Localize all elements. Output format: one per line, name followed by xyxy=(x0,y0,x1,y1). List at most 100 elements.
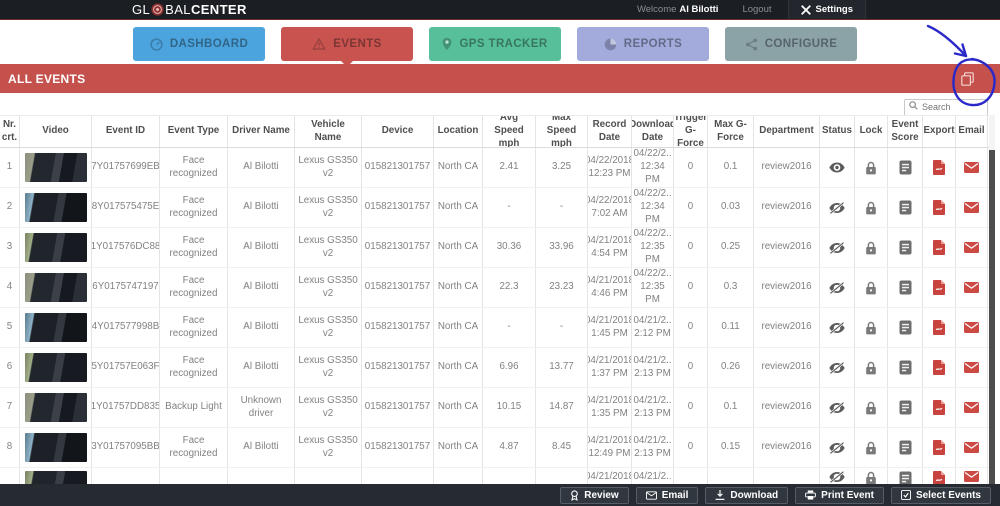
column-header[interactable]: Nr. crt. xyxy=(0,116,20,147)
video-cell[interactable] xyxy=(20,468,92,484)
lock-button[interactable] xyxy=(855,308,888,347)
email-row-button[interactable] xyxy=(956,228,988,267)
email-row-button[interactable] xyxy=(956,148,988,187)
video-cell[interactable] xyxy=(20,228,92,267)
event-score-button[interactable] xyxy=(888,188,923,227)
email-row-button[interactable] xyxy=(956,308,988,347)
event-score-button[interactable] xyxy=(888,308,923,347)
email-button[interactable]: Email xyxy=(635,486,699,504)
video-thumbnail[interactable] xyxy=(24,273,87,302)
video-thumbnail[interactable] xyxy=(24,153,87,182)
status-eye-button[interactable] xyxy=(820,428,855,467)
table-row[interactable]: 7 1Y01757DD835 Backup Light Unknown driver L… xyxy=(0,388,989,428)
column-header[interactable]: Max Speed mph xyxy=(536,116,588,147)
table-row[interactable]: 5 4Y017577998B Face recognized Al Bilotti Le… xyxy=(0,308,989,348)
lock-button[interactable] xyxy=(855,428,888,467)
video-cell[interactable] xyxy=(20,148,92,187)
video-cell[interactable] xyxy=(20,188,92,227)
event-score-button[interactable] xyxy=(888,428,923,467)
video-thumbnail[interactable] xyxy=(24,193,87,222)
column-header[interactable]: Lock xyxy=(855,116,888,147)
settings-button[interactable]: Settings xyxy=(787,0,866,19)
event-score-button[interactable] xyxy=(888,468,923,484)
status-eye-button[interactable] xyxy=(820,148,855,187)
column-header[interactable]: Video xyxy=(20,116,92,147)
video-thumbnail[interactable] xyxy=(24,353,87,382)
email-row-button[interactable] xyxy=(956,188,988,227)
column-header[interactable]: Vehicle Name xyxy=(295,116,362,147)
event-score-button[interactable] xyxy=(888,388,923,427)
column-header[interactable]: Department xyxy=(754,116,820,147)
event-score-button[interactable] xyxy=(888,228,923,267)
column-header[interactable]: Email xyxy=(956,116,988,147)
column-header[interactable]: Record Date xyxy=(588,116,632,147)
event-score-button[interactable] xyxy=(888,148,923,187)
status-eye-button[interactable] xyxy=(820,348,855,387)
column-header[interactable]: Location xyxy=(434,116,483,147)
column-header[interactable]: Avg Speed mph xyxy=(483,116,536,147)
column-header[interactable]: Trigger G-Force xyxy=(674,116,708,147)
export-pdf-button[interactable] xyxy=(923,148,956,187)
lock-button[interactable] xyxy=(855,188,888,227)
tab-configure[interactable]: CONFIGURE xyxy=(725,27,857,61)
print-event-button[interactable]: Print Event xyxy=(795,486,884,504)
lock-button[interactable] xyxy=(855,228,888,267)
video-thumbnail[interactable] xyxy=(24,313,87,342)
export-pdf-button[interactable] xyxy=(923,308,956,347)
table-row[interactable]: 2 8Y017575475E Face recognized Al Bilotti Le… xyxy=(0,188,989,228)
table-row[interactable]: 3 1Y017576DC88 Face recognized Al Bilotti Le… xyxy=(0,228,989,268)
export-pdf-button[interactable] xyxy=(923,388,956,427)
tab-reports[interactable]: REPORTS xyxy=(577,27,709,61)
tab-gps-tracker[interactable]: GPS TRACKER xyxy=(429,27,561,61)
email-row-button[interactable] xyxy=(956,348,988,387)
status-eye-button[interactable] xyxy=(820,308,855,347)
lock-button[interactable] xyxy=(855,388,888,427)
email-row-button[interactable] xyxy=(956,428,988,467)
table-row[interactable]: 4 6Y0175747197 Face recognized Al Bilotti Le… xyxy=(0,268,989,308)
email-row-button[interactable] xyxy=(956,468,988,484)
email-row-button[interactable] xyxy=(956,388,988,427)
lock-button[interactable] xyxy=(855,348,888,387)
export-pdf-button[interactable] xyxy=(923,268,956,307)
video-thumbnail[interactable] xyxy=(24,471,87,484)
scrollbar-thumb[interactable] xyxy=(989,150,995,484)
review-button[interactable]: Review xyxy=(560,486,629,504)
tab-dashboard[interactable]: DASHBOARD xyxy=(133,27,265,61)
tab-events[interactable]: EVENTS xyxy=(281,27,413,67)
column-header[interactable]: Device xyxy=(362,116,434,147)
table-row[interactable]: 6 5Y01757E063F Face recognized Al Bilotti Le… xyxy=(0,348,989,388)
video-cell[interactable] xyxy=(20,268,92,307)
column-header[interactable]: Max G-Force xyxy=(708,116,754,147)
video-thumbnail[interactable] xyxy=(24,233,87,262)
video-thumbnail[interactable] xyxy=(24,433,87,462)
export-pdf-button[interactable] xyxy=(923,188,956,227)
export-pdf-button[interactable] xyxy=(923,468,956,484)
download-button[interactable]: Download xyxy=(705,486,789,504)
video-cell[interactable] xyxy=(20,348,92,387)
status-eye-button[interactable] xyxy=(820,268,855,307)
lock-button[interactable] xyxy=(855,148,888,187)
export-pdf-button[interactable] xyxy=(923,348,956,387)
lock-button[interactable] xyxy=(855,268,888,307)
export-pdf-button[interactable] xyxy=(923,228,956,267)
logout-link[interactable]: Logout xyxy=(742,4,772,15)
select-events-button[interactable]: Select Events xyxy=(890,486,991,504)
table-row[interactable]: 8 3Y01757095BB Face recognized Al Bilotti Le… xyxy=(0,428,989,468)
export-pdf-button[interactable] xyxy=(923,428,956,467)
status-eye-button[interactable] xyxy=(820,188,855,227)
column-header[interactable]: Driver Name xyxy=(228,116,295,147)
status-eye-button[interactable] xyxy=(820,228,855,267)
event-score-button[interactable] xyxy=(888,348,923,387)
event-score-button[interactable] xyxy=(888,268,923,307)
column-header[interactable]: Download Date xyxy=(632,116,674,147)
column-header[interactable]: Event ID xyxy=(92,116,160,147)
video-thumbnail[interactable] xyxy=(24,393,87,422)
video-cell[interactable] xyxy=(20,428,92,467)
column-header[interactable]: Status xyxy=(820,116,855,147)
lock-button[interactable] xyxy=(855,468,888,484)
video-cell[interactable] xyxy=(20,388,92,427)
column-header[interactable]: Event Type xyxy=(160,116,228,147)
status-eye-button[interactable] xyxy=(820,388,855,427)
copy-events-button[interactable] xyxy=(961,71,974,86)
